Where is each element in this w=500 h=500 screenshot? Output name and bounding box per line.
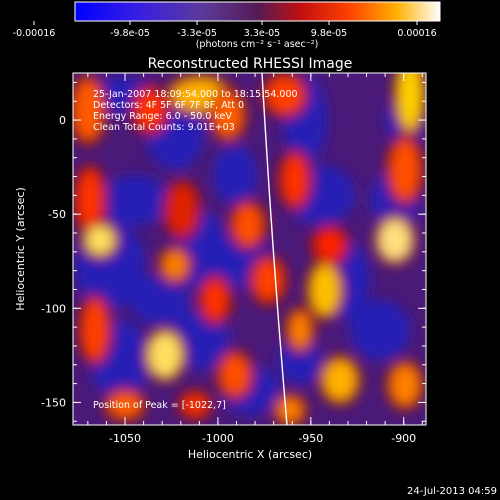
high-intensity-region xyxy=(316,230,344,260)
high-intensity-region xyxy=(168,185,196,235)
high-intensity-region xyxy=(267,77,303,113)
high-intensity-region xyxy=(136,90,164,130)
high-intensity-region xyxy=(149,333,181,377)
colorbar-tick-label: -9.8e-05 xyxy=(110,28,150,39)
low-intensity-region xyxy=(213,145,257,205)
colorbar-tick-label: 9.8e-05 xyxy=(311,28,347,39)
low-intensity-region xyxy=(350,300,410,360)
high-intensity-region xyxy=(278,398,302,422)
info-annotation: 25-Jan-2007 18:09:54.000 to 18:15:54.000… xyxy=(93,89,298,411)
image-map xyxy=(73,73,426,425)
solar-limb-line xyxy=(261,73,288,425)
footer-timestamp: 24-Jul-2013 04:59 xyxy=(407,486,497,497)
high-intensity-region xyxy=(254,260,282,300)
high-intensity-region xyxy=(83,300,107,360)
high-intensity-region xyxy=(109,393,141,417)
y-tick-label: 0 xyxy=(59,114,66,127)
high-intensity-region xyxy=(391,140,419,200)
y-axis-label: Heliocentric Y (arcsec) xyxy=(14,187,27,311)
info-line-time: 25-Jan-2007 18:09:54.000 to 18:15:54.000 xyxy=(93,89,298,100)
high-intensity-region xyxy=(398,73,422,130)
peak-position-label: Position of Peak = [-1022,7] xyxy=(93,400,226,411)
colorbar-tick-label: -3.3e-05 xyxy=(177,28,217,39)
colorbar-tick-label: 3.3e-05 xyxy=(244,28,280,39)
y-tick-label: -100 xyxy=(41,302,66,315)
high-intensity-region xyxy=(163,251,187,279)
high-intensity-region xyxy=(379,220,411,260)
high-intensity-region xyxy=(74,80,102,140)
high-intensity-region xyxy=(324,360,356,400)
high-intensity-region xyxy=(283,155,307,205)
colorbar-tick-label: -0.00016 xyxy=(13,28,56,39)
x-axis-label: Heliocentric X (arcsec) xyxy=(188,448,312,461)
low-intensity-region xyxy=(130,275,190,325)
high-intensity-region xyxy=(214,93,242,137)
colorbar-unit-label: (photons cm⁻² s⁻¹ asec⁻²) xyxy=(196,39,319,50)
x-tick-label: -900 xyxy=(391,432,416,445)
info-line-energy: Energy Range: 6.0 - 50.0 keV xyxy=(93,111,232,122)
colorbar-ticks: -0.00016 -9.8e-05 -3.3e-05 3.3e-05 9.8e-05 0.… xyxy=(13,21,437,39)
plot-title: Reconstructed RHESSI Image xyxy=(148,56,353,72)
x-tick-label: -950 xyxy=(298,432,323,445)
low-intensity-region xyxy=(278,335,322,385)
high-intensity-region xyxy=(234,205,262,245)
axis-ticks: -1050 -1000 -950 -900 0 -50 -100 -150 xyxy=(41,73,426,445)
info-line-clean: Clean Total Counts: 9.01E+03 xyxy=(93,122,235,133)
high-intensity-region xyxy=(86,226,114,254)
high-intensity-region xyxy=(203,280,227,320)
high-intensity-region xyxy=(78,170,102,230)
colorbar-gradient xyxy=(74,1,441,22)
y-tick-label: -150 xyxy=(41,396,66,409)
y-tick-label: -50 xyxy=(48,208,66,221)
high-intensity-region xyxy=(183,395,207,415)
x-tick-label: -1050 xyxy=(109,432,141,445)
high-intensity-region xyxy=(311,265,339,315)
colorbar-tick-label: 0.00016 xyxy=(397,28,436,39)
plot-frame xyxy=(72,72,427,426)
intensity-blobs xyxy=(73,73,426,425)
info-line-detectors: Detectors: 4F 5F 6F 7F 8F, Att 0 xyxy=(93,100,244,111)
high-intensity-region xyxy=(391,365,419,405)
colorbar: -0.00016 -9.8e-05 -3.3e-05 3.3e-05 9.8e-05 0.… xyxy=(13,1,441,50)
x-tick-label: -1000 xyxy=(202,432,234,445)
high-intensity-region xyxy=(221,355,249,395)
high-intensity-region xyxy=(290,312,310,348)
low-intensity-region xyxy=(100,175,170,225)
